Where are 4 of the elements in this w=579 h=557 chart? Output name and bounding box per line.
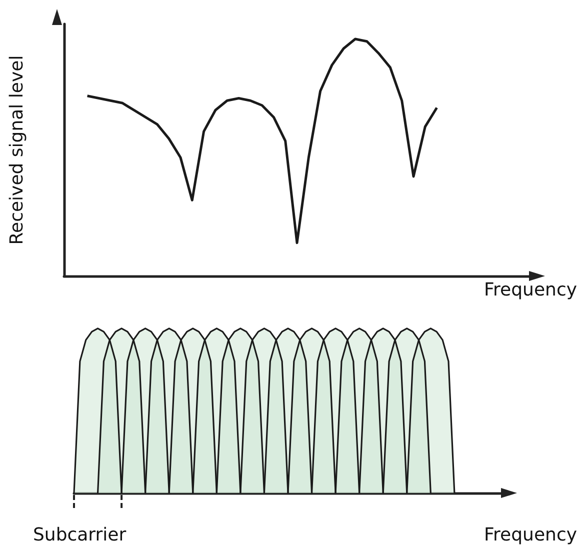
y-axis-title: Received signal level xyxy=(6,55,28,245)
text: Subcarrier xyxy=(33,524,127,546)
x-axis-title: Frequency xyxy=(484,524,578,546)
x-axis-title: Frequency xyxy=(484,280,578,300)
